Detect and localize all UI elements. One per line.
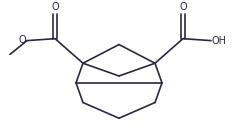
Text: O: O xyxy=(179,2,187,12)
Text: OH: OH xyxy=(212,36,227,46)
Text: O: O xyxy=(51,2,59,12)
Text: O: O xyxy=(18,35,26,45)
